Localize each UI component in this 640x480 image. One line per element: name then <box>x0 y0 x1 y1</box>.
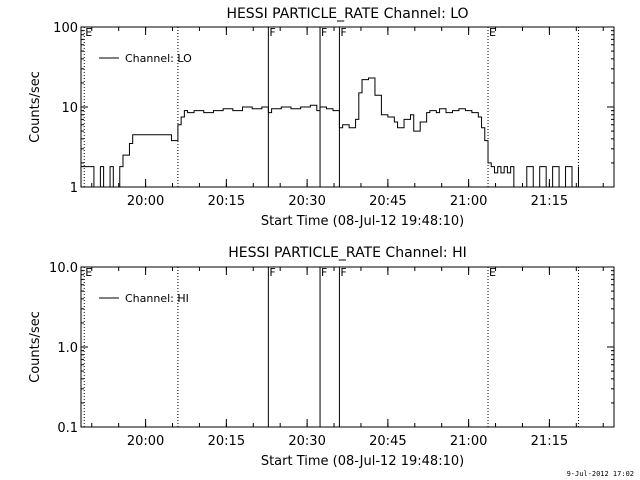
plot-frame <box>80 26 615 188</box>
lo-channel-panel: HESSI PARTICLE_RATE Channel: LO 1 10 100 20:… <box>28 6 615 229</box>
event-marker-label: E <box>85 26 92 39</box>
y-tick-label: 100 <box>53 21 78 36</box>
x-tick-label: 20:00 <box>127 434 164 449</box>
legend-label: Channel: HI <box>125 292 189 305</box>
x-tick-label: 20:30 <box>288 434 325 449</box>
x-axis-label: Start Time (08-Jul-12 19:48:10) <box>261 454 464 469</box>
event-marker-label: E <box>489 26 496 39</box>
x-tick-label: 20:15 <box>208 194 245 209</box>
x-tick-label: 20:15 <box>208 434 245 449</box>
x-tick-label: 21:15 <box>531 434 568 449</box>
series-line <box>81 77 579 188</box>
chart-title: HESSI PARTICLE_RATE Channel: HI <box>228 245 466 261</box>
y-tick-label: 10 <box>61 101 78 116</box>
x-tick-label: 20:45 <box>369 194 406 209</box>
x-tick-label: 21:00 <box>450 194 487 209</box>
event-marker-label: F <box>269 266 275 279</box>
y-axis-label: Counts/sec <box>28 71 43 143</box>
legend-label: Channel: LO <box>125 52 192 65</box>
x-tick-label: 21:15 <box>531 194 568 209</box>
event-marker-label: F <box>269 26 275 39</box>
event-marker-label: E <box>85 266 92 279</box>
plot-frame <box>80 266 615 428</box>
x-tick-label: 21:00 <box>450 434 487 449</box>
event-marker-label: F <box>340 266 346 279</box>
x-tick-label: 20:00 <box>127 194 164 209</box>
event-marker-label: F <box>321 26 327 39</box>
chart-title: HESSI PARTICLE_RATE Channel: LO <box>226 6 468 22</box>
event-marker-label: E <box>489 266 496 279</box>
hi-channel-panel: HESSI PARTICLE_RATE Channel: HI 0.1 1.0 10.… <box>28 245 615 469</box>
event-marker-label: F <box>340 26 346 39</box>
x-axis-label: Start Time (08-Jul-12 19:48:10) <box>261 214 464 229</box>
timestamp: 9-Jul-2012 17:02 <box>566 470 634 478</box>
x-tick-label: 20:45 <box>369 434 406 449</box>
y-axis-label: Counts/sec <box>28 311 43 383</box>
y-tick-label: 10.0 <box>49 261 78 276</box>
y-tick-label: 1 <box>70 181 78 196</box>
event-marker-label: F <box>321 266 327 279</box>
x-tick-label: 20:30 <box>288 194 325 209</box>
y-tick-label: 0.1 <box>57 421 78 436</box>
y-tick-label: 1.0 <box>57 341 78 356</box>
